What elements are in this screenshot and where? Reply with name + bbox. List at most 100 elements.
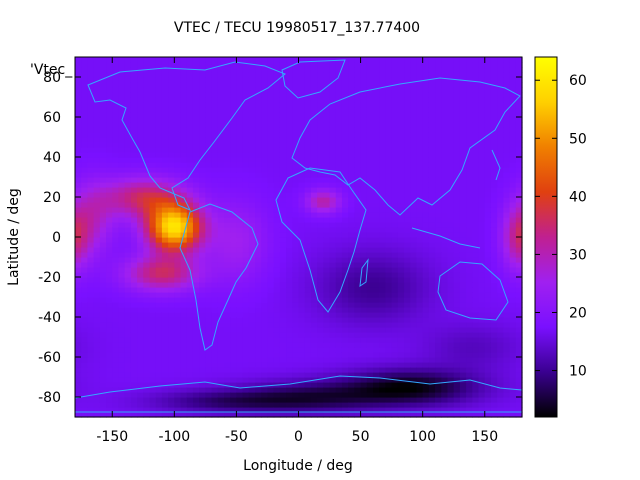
heat-cell (323, 282, 331, 288)
heat-cell (416, 152, 424, 158)
heat-cell (366, 247, 374, 253)
heat-cell (385, 207, 393, 213)
heat-cell (118, 162, 126, 168)
heat-cell (180, 397, 188, 403)
heat-cell (137, 297, 144, 303)
heat-cell (81, 92, 89, 98)
heat-cell (490, 227, 498, 233)
heat-cell (230, 167, 238, 173)
heat-cell (211, 407, 219, 413)
heat-cell (75, 357, 82, 363)
heat-cell (93, 67, 101, 73)
heat-cell (261, 202, 269, 208)
heat-cell (130, 67, 138, 73)
heat-cell (484, 117, 492, 123)
heat-cell (186, 362, 194, 368)
heat-cell (273, 167, 281, 173)
heat-cell (261, 137, 269, 143)
heat-cell (87, 112, 95, 118)
heat-cell (453, 187, 461, 193)
heat-cell (236, 272, 244, 278)
heat-cell (292, 102, 300, 108)
heat-cell (329, 152, 337, 158)
heat-cell (466, 237, 473, 243)
heat-cell (453, 92, 461, 98)
heat-cell (292, 317, 300, 323)
heat-cell (236, 97, 244, 103)
heat-cell (186, 217, 194, 223)
heat-cell (242, 237, 250, 243)
heat-cell (286, 142, 293, 148)
heat-cell (422, 217, 430, 223)
heat-cell (211, 232, 219, 238)
heat-cell (186, 262, 194, 268)
heat-cell (497, 187, 504, 193)
heat-cell (87, 372, 95, 378)
heat-cell (224, 57, 231, 63)
heat-cell (335, 197, 343, 203)
heat-cell (279, 292, 287, 298)
heat-cell (149, 272, 157, 278)
heat-cell (317, 237, 324, 243)
heat-cell (174, 397, 182, 403)
heat-cell (422, 182, 430, 188)
heat-cell (422, 362, 430, 368)
heat-cell (354, 82, 362, 88)
heat-cell (205, 117, 213, 123)
heat-cell (379, 392, 387, 398)
heat-cell (230, 407, 238, 413)
heat-cell (310, 407, 318, 413)
heat-cell (211, 402, 219, 408)
heat-cell (317, 217, 324, 223)
heat-cell (503, 352, 511, 358)
heat-cell (199, 72, 206, 78)
heat-cell (168, 202, 175, 208)
heat-cell (323, 332, 331, 338)
heat-cell (373, 137, 380, 143)
heat-cell (149, 82, 157, 88)
heat-cell (391, 157, 399, 163)
heat-cell (155, 402, 163, 408)
heat-cell (478, 252, 486, 258)
heat-cell (161, 192, 169, 198)
heat-cell (323, 257, 331, 263)
heat-cell (217, 107, 225, 113)
heat-cell (435, 172, 442, 178)
heat-cell (192, 327, 200, 333)
heat-cell (137, 112, 144, 118)
heat-cell (385, 412, 393, 418)
heat-cell (180, 262, 188, 268)
heat-cell (503, 362, 511, 368)
heat-cell (143, 92, 151, 98)
heat-cell (341, 67, 349, 73)
heat-cell (248, 367, 256, 373)
heat-cell (484, 67, 492, 73)
heat-cell (397, 92, 405, 98)
heat-cell (267, 297, 275, 303)
heat-cell (459, 147, 467, 153)
heat-cell (397, 217, 405, 223)
heat-cell (217, 127, 225, 133)
heat-cell (242, 287, 250, 293)
heat-cell (490, 277, 498, 283)
heat-cell (192, 412, 200, 418)
heat-cell (279, 352, 287, 358)
heat-cell (410, 292, 418, 298)
heat-cell (484, 107, 492, 113)
heat-cell (304, 412, 312, 418)
heat-cell (391, 107, 399, 113)
heat-cell (379, 102, 387, 108)
heat-cell (373, 272, 380, 278)
heat-cell (397, 257, 405, 263)
heat-cell (106, 177, 113, 183)
heat-cell (323, 277, 331, 283)
heat-cell (155, 207, 163, 213)
heat-cell (81, 377, 89, 383)
heat-cell (286, 172, 293, 178)
heat-cell (379, 312, 387, 318)
heat-cell (75, 287, 82, 293)
heat-cell (217, 212, 225, 218)
heat-cell (441, 247, 449, 253)
heat-cell (459, 412, 467, 418)
heat-cell (192, 347, 200, 353)
